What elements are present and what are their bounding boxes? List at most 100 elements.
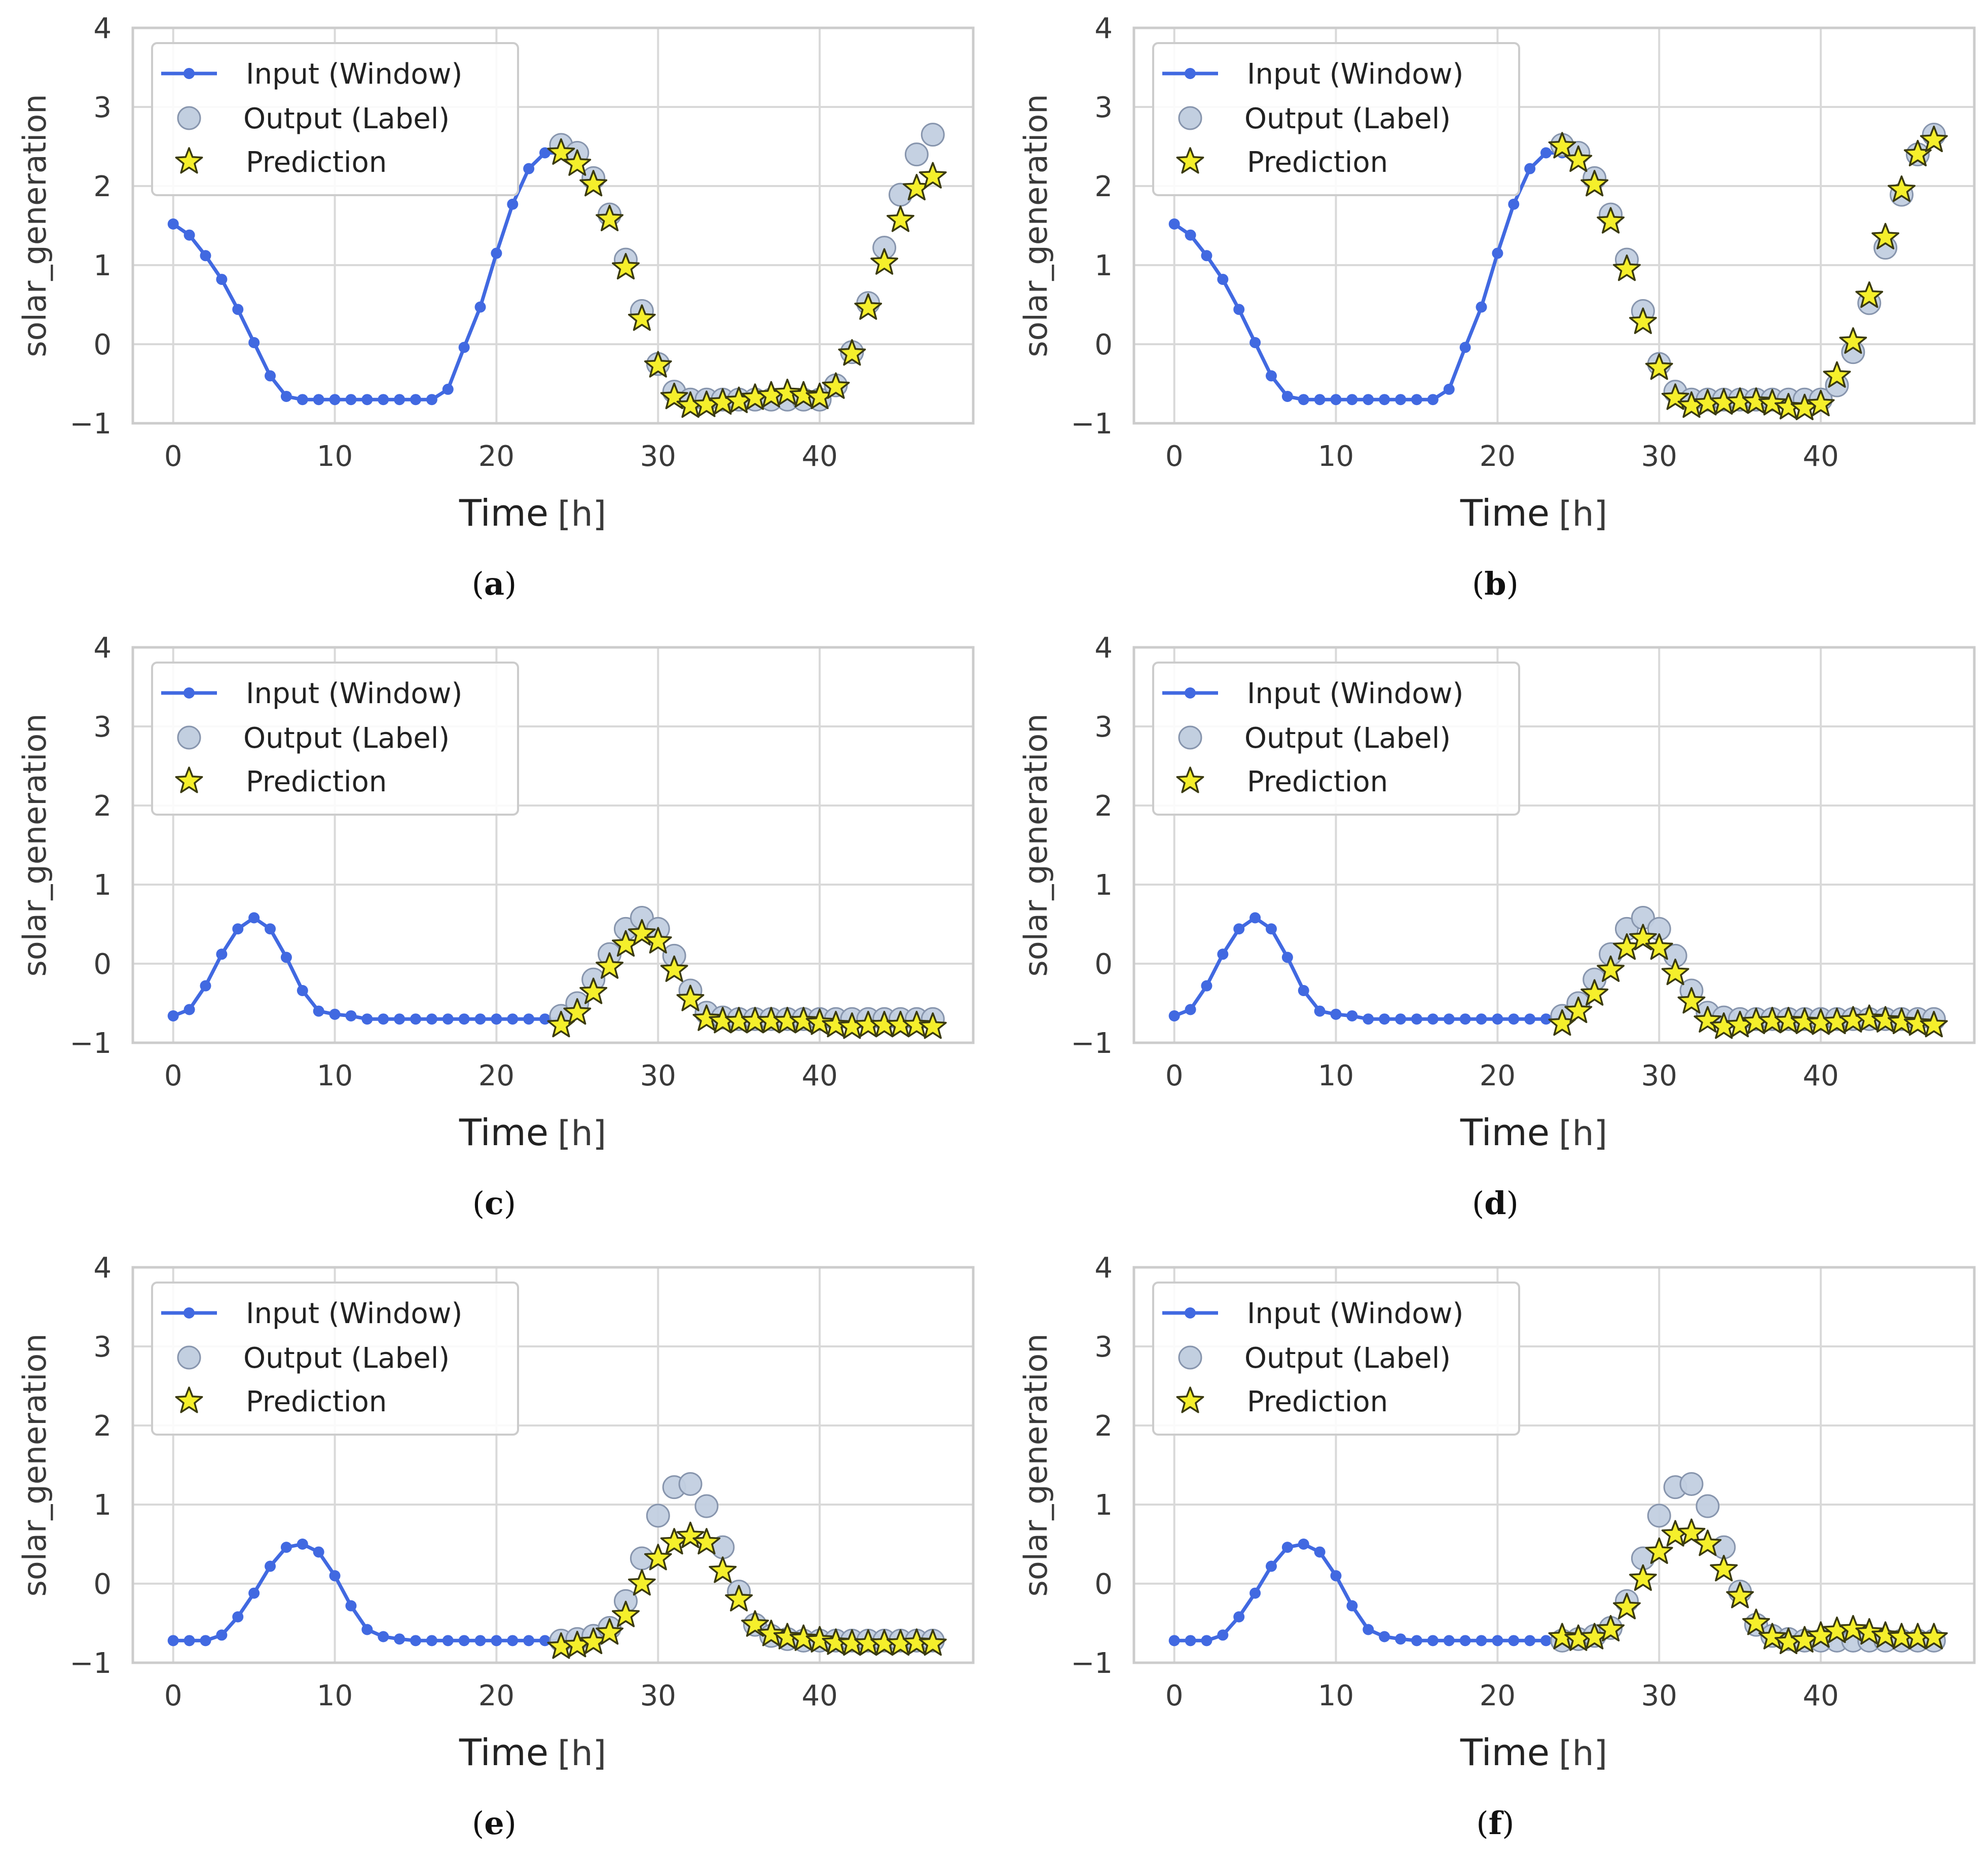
chart-panel-f: 0 10 20 30 40 −1 0 1 2 3 4 solar_generation Time [h] I…	[1017, 1252, 1976, 1842]
legend-input-label: Input (Window)	[246, 677, 462, 710]
label-point	[694, 1494, 719, 1518]
plot-frame	[131, 1266, 975, 1664]
prediction-point	[1871, 1006, 1900, 1033]
legend-output-marker	[1178, 106, 1202, 130]
prediction-point	[628, 1569, 656, 1596]
input-point	[280, 390, 292, 402]
label-point	[904, 142, 929, 167]
y-tick-label: −1	[69, 1647, 112, 1680]
input-point	[1233, 1611, 1245, 1623]
prediction-point	[1694, 1529, 1722, 1556]
input-point	[329, 1008, 341, 1020]
x-tick-label: 30	[640, 1679, 676, 1712]
x-tick-label: 0	[164, 440, 182, 473]
input-point	[1476, 301, 1487, 313]
y-tick-label: 4	[1094, 1252, 1113, 1285]
x-axis-label: Time [h]	[459, 1731, 606, 1774]
prediction-point	[822, 372, 850, 399]
y-tick-label: 0	[93, 948, 112, 981]
y-tick-label: 0	[93, 328, 112, 361]
x-axis-label-main: Time	[1460, 1731, 1550, 1774]
y-tick-label: 3	[1094, 91, 1113, 124]
prediction-point	[563, 998, 592, 1025]
prediction-point	[1855, 1004, 1884, 1031]
caption-close-paren: )	[1506, 1185, 1519, 1222]
prediction-point	[692, 1004, 721, 1031]
caption-open-paren: (	[472, 1185, 485, 1222]
input-point	[1330, 394, 1342, 406]
legend-output-marker	[177, 106, 201, 130]
prediction-point	[1839, 1615, 1867, 1642]
prediction-point	[1661, 958, 1689, 985]
x-tick-label: 0	[1165, 440, 1184, 473]
prediction-point	[822, 1010, 850, 1038]
input-point	[394, 1013, 406, 1025]
input-point	[280, 1542, 292, 1553]
input-point	[1314, 1546, 1326, 1558]
input-point	[1266, 370, 1277, 382]
prediction-point	[1855, 1618, 1884, 1645]
input-point	[491, 1635, 502, 1647]
prediction-point	[757, 1620, 785, 1647]
prediction-point	[789, 1624, 818, 1651]
prediction-point	[1920, 1010, 1948, 1038]
x-axis-label-unit: [h]	[558, 1734, 606, 1774]
x-axis-label-unit: [h]	[1559, 1114, 1607, 1154]
caption-letter: c	[485, 1185, 504, 1222]
y-tick-label: 2	[93, 790, 112, 823]
prediction-point	[887, 205, 914, 232]
caption-letter: b	[1484, 565, 1506, 602]
x-axis-label-unit: [h]	[558, 1114, 606, 1154]
x-axis-label-main: Time	[1460, 1111, 1550, 1154]
prediction-point	[918, 1012, 947, 1039]
x-axis-label-unit: [h]	[1559, 1734, 1607, 1774]
legend-input-label: Input (Window)	[1247, 58, 1463, 91]
input-point	[265, 923, 276, 935]
y-tick-label: 0	[93, 1568, 112, 1601]
prediction-point	[676, 984, 705, 1011]
input-point	[1363, 394, 1374, 406]
caption-close-paren: )	[504, 565, 517, 602]
input-point	[329, 1570, 341, 1582]
x-axis-label: Time [h]	[459, 1111, 606, 1154]
input-point	[216, 948, 228, 960]
y-tick-label: 1	[1094, 1489, 1113, 1522]
legend-prediction-label: Prediction	[1247, 1385, 1388, 1418]
legend-box	[151, 1282, 519, 1436]
chart-panel-e: 0 10 20 30 40 −1 0 1 2 3 4 solar_generation Time [h] I…	[16, 1252, 975, 1842]
chart-panel-c: 0 10 20 30 40 −1 0 1 2 3 4 solar_generation Time [h] I…	[16, 632, 975, 1222]
input-point	[1492, 247, 1503, 259]
panel-caption: (e)	[472, 1805, 517, 1842]
input-point	[523, 163, 535, 174]
input-point	[167, 1010, 179, 1021]
input-point	[1281, 1542, 1293, 1553]
input-point	[539, 147, 551, 159]
legend-output-label: Output (Label)	[243, 1342, 450, 1375]
input-point	[1330, 1570, 1342, 1582]
input-point	[1330, 1008, 1342, 1020]
prediction-point	[1903, 1009, 1932, 1036]
prediction-point	[1645, 933, 1673, 960]
prediction-point	[1742, 387, 1770, 414]
x-tick-label: 0	[164, 1679, 182, 1712]
input-point	[248, 1587, 260, 1599]
input-point	[1217, 274, 1229, 285]
legend-output-label: Output (Label)	[243, 722, 450, 755]
y-tick-label: 4	[93, 632, 112, 665]
prediction-point	[644, 1544, 672, 1570]
prediction-point	[1758, 389, 1786, 416]
input-point	[1395, 1013, 1407, 1025]
y-tick-label: 3	[93, 1331, 112, 1364]
input-point	[361, 1013, 373, 1025]
prediction-point	[854, 293, 882, 320]
input-point	[1266, 923, 1277, 935]
prediction-point	[1580, 979, 1609, 1006]
prediction-point	[1839, 327, 1867, 354]
input-point	[1233, 923, 1245, 935]
panel-caption: (b)	[1472, 565, 1519, 602]
x-tick-label: 20	[1480, 440, 1516, 473]
y-axis-label: solar_generation	[1017, 94, 1054, 357]
input-point	[248, 337, 260, 348]
input-point	[329, 394, 341, 406]
prediction-point	[676, 1521, 705, 1548]
